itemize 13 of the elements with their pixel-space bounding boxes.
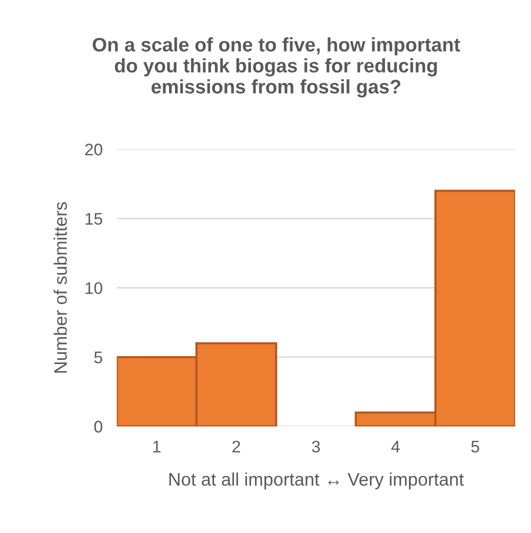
x-axis-title: Not at all important ↔ Very important xyxy=(169,472,464,490)
chart-title: On a scale of one to five, how important do you think biogas is for reducing emissions from fossil gas? xyxy=(92,37,460,98)
y-tick-label: 0 xyxy=(94,420,102,433)
x-tick-label: 5 xyxy=(471,440,480,453)
y-axis-title: Number of submitters xyxy=(54,202,67,373)
x-tick-label: 2 xyxy=(232,440,240,452)
y-tick-label: 15 xyxy=(86,213,102,225)
x-tick-label: 4 xyxy=(391,440,400,452)
x-tick-label: 1 xyxy=(153,440,160,452)
y-tick-label: 20 xyxy=(85,144,102,156)
y-tick-label: 10 xyxy=(86,282,102,294)
y-tick-label: 5 xyxy=(94,352,102,364)
x-tick-label: 3 xyxy=(312,440,320,453)
